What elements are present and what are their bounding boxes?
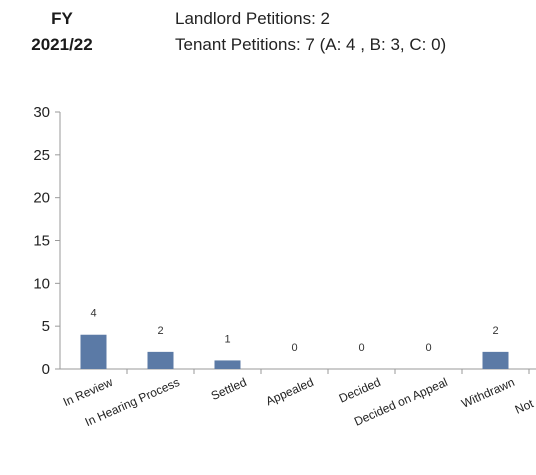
- fiscal-year-value: 2021/22: [31, 35, 93, 54]
- y-tick-label: 5: [42, 318, 50, 335]
- data-label: 0: [425, 342, 431, 354]
- category-label: In Review: [61, 375, 115, 409]
- data-label: 4: [90, 308, 96, 320]
- fiscal-year-label: FY: [51, 9, 73, 28]
- y-tick-label: 20: [33, 190, 50, 207]
- data-label: 2: [157, 325, 163, 337]
- y-tick-label: 30: [33, 104, 50, 121]
- data-label: 2: [492, 325, 498, 337]
- y-tick-label: 10: [33, 275, 50, 292]
- bar: [80, 334, 107, 369]
- data-label: 0: [291, 342, 297, 354]
- bar: [482, 351, 509, 369]
- category-label: Appealed: [264, 375, 316, 408]
- landlord-petitions-text: Landlord Petitions: 2: [175, 9, 330, 28]
- category-label: Settled: [209, 375, 249, 403]
- y-tick-label: 25: [33, 147, 50, 164]
- bar: [214, 360, 241, 369]
- y-tick-label: 15: [33, 233, 50, 250]
- bar: [147, 351, 174, 369]
- category-label: Decided: [337, 375, 383, 406]
- category-label: Withdrawn: [459, 375, 516, 411]
- data-label: 0: [358, 342, 364, 354]
- tenant-petitions-text: Tenant Petitions: 7 (A: 4 , B: 3, C: 0): [175, 35, 447, 54]
- data-label: 1: [224, 333, 230, 345]
- y-tick-label: 0: [42, 361, 50, 378]
- category-label: Not Accepted: [513, 375, 536, 417]
